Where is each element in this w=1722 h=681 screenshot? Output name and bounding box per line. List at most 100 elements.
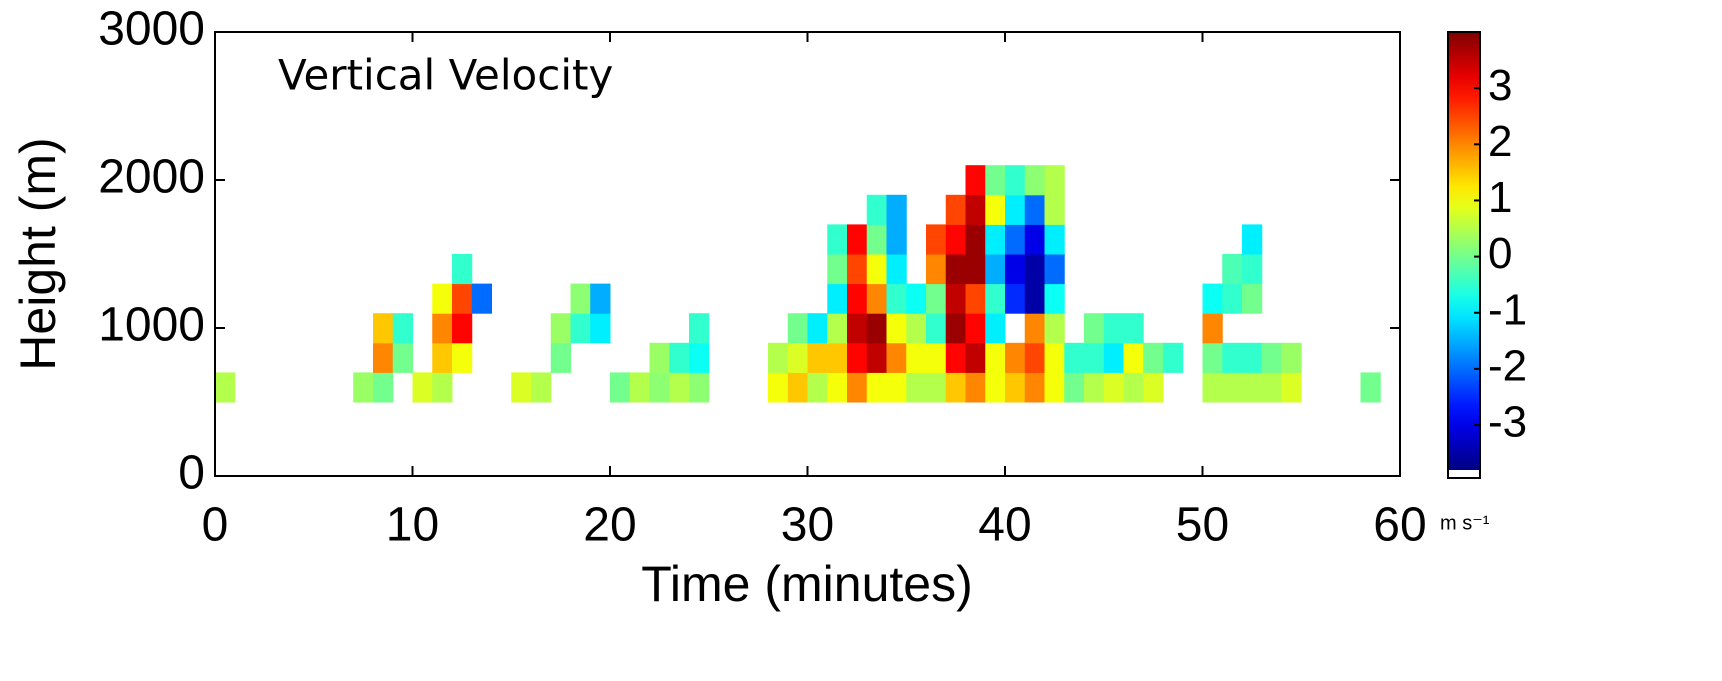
x-tick-label: 10 [386,499,439,552]
x-axis-label: Time (minutes) [641,556,973,612]
heatmap-cell [965,194,986,225]
heatmap-cell [827,224,848,255]
heatmap-cell [1202,283,1223,314]
y-axis-label: Height (m) [10,137,66,370]
heatmap-cell [1084,342,1105,373]
heatmap-cell [827,254,848,285]
heatmap-cell [590,283,611,314]
heatmap-cell [847,372,868,403]
colorbar-tick-label: 3 [1488,61,1512,110]
heatmap-cell [1202,342,1223,373]
heatmap-cell [1005,254,1026,285]
heatmap-cell [353,372,374,403]
heatmap-cell [906,372,927,403]
heatmap-cell [1281,372,1302,403]
heatmap-cell [1024,342,1045,373]
colorbar-tick-label: 1 [1488,173,1512,222]
heatmap-cell [432,372,453,403]
heatmap-cell [827,313,848,344]
heatmap-cell [689,372,710,403]
heatmap-cell [1024,313,1045,344]
heatmap-cell [1044,224,1065,255]
heatmap-cell [1123,372,1144,403]
heatmap-cell [866,313,887,344]
x-tick-label: 30 [781,499,834,552]
heatmap-cell [985,372,1006,403]
heatmap-cell [1202,372,1223,403]
heatmap-cell [1222,372,1243,403]
heatmap-cell [1143,372,1164,403]
heatmap-cell [926,313,947,344]
heatmap-cell [926,372,947,403]
x-tick-label: 40 [978,499,1031,552]
heatmap-cell [531,372,552,403]
heatmap-cell [432,283,453,314]
heatmap-cell [906,342,927,373]
heatmap-cell [452,254,473,285]
heatmap-cell [1005,372,1026,403]
heatmap-cell [432,313,453,344]
heatmap-cell [392,313,413,344]
heatmap-cell [1202,313,1223,344]
heatmap-cell [886,283,907,314]
heatmap-cell [768,342,789,373]
heatmap-cell [1005,283,1026,314]
heatmap-cell [906,313,927,344]
heatmap-cell [610,372,631,403]
heatmap-cell [373,342,394,373]
heatmap-cell [1242,254,1263,285]
heatmap-cell [1242,342,1263,373]
heatmap-cell [1261,372,1282,403]
heatmap-cell [985,283,1006,314]
heatmap-cell [866,342,887,373]
heatmap-cell [965,254,986,285]
heatmap-cell [1024,224,1045,255]
heatmap-cell [1281,342,1302,373]
colorbar-tick-label: 2 [1488,117,1512,166]
heatmap-cell [1044,342,1065,373]
heatmap-cell [847,283,868,314]
heatmap-cell [1044,313,1065,344]
heatmap-cell [1044,194,1065,225]
heatmap-cell [1123,342,1144,373]
heatmap-cell [689,342,710,373]
heatmap-cell [926,342,947,373]
heatmap-cell [1005,342,1026,373]
heatmap-cell [1005,165,1026,196]
colorbar-tick-label: -3 [1488,398,1527,447]
heatmap-cell [1044,165,1065,196]
heatmap-cell [787,342,808,373]
heatmap-cell [649,342,670,373]
heatmap-cell [452,283,473,314]
heatmap-cells [215,165,1381,403]
heatmap-cell [965,224,986,255]
heatmap-cell [511,372,532,403]
heatmap-cell [985,254,1006,285]
heatmap-cell [1360,372,1381,403]
heatmap-cell [985,194,1006,225]
heatmap-cell [432,342,453,373]
heatmap-cell [926,224,947,255]
heatmap-cell [965,342,986,373]
heatmap-cell [669,372,690,403]
heatmap-cell [373,313,394,344]
heatmap-cell [965,165,986,196]
heatmap-cell [1103,372,1124,403]
y-tick-label: 2000 [98,151,205,204]
heatmap-cell [945,342,966,373]
heatmap-cell [1064,372,1085,403]
heatmap-cell [590,313,611,344]
heatmap-cell [866,224,887,255]
heatmap-cell [768,372,789,403]
x-tick-label: 0 [202,499,229,552]
heatmap-cell [965,283,986,314]
heatmap-cell [866,194,887,225]
heatmap-cell [945,283,966,314]
heatmap-cell [1222,254,1243,285]
heatmap-cell [926,254,947,285]
heatmap-cell [550,342,571,373]
heatmap-cell [847,313,868,344]
heatmap-cell [807,372,828,403]
heatmap-cell [945,372,966,403]
heatmap-cell [926,283,947,314]
